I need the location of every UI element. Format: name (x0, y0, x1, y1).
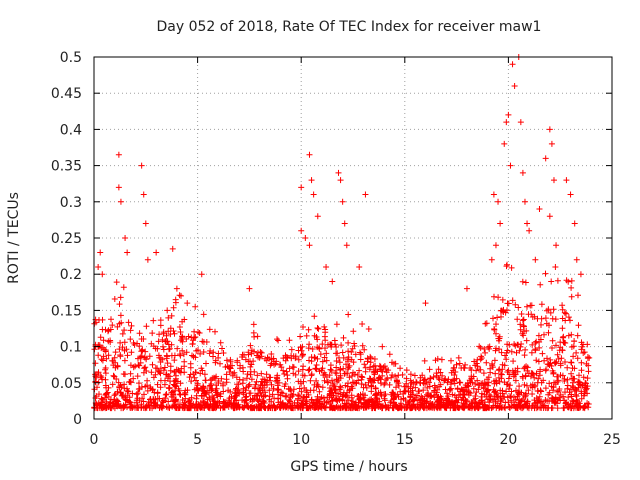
roti-peak-point (323, 263, 330, 270)
roti-peak-point (343, 242, 350, 249)
roti-peak-point (490, 191, 497, 198)
chart-title: Day 052 of 2018, Rate Of TEC Index for r… (157, 19, 542, 35)
roti-peak-point (505, 111, 512, 118)
roti-peak-point (144, 256, 151, 263)
x-tick-label: 10 (292, 432, 310, 448)
roti-peak-point (521, 198, 528, 205)
y-tick-label: 0.2 (60, 267, 82, 283)
roti-peak-point (509, 61, 516, 68)
scatter-points (91, 54, 593, 412)
roti-peak-point (97, 249, 104, 256)
roti-peak-point (507, 162, 514, 169)
roti-peak-point (138, 162, 145, 169)
roti-peak-point (117, 198, 124, 205)
roti-peak-point (567, 191, 574, 198)
y-tick-label: 0.15 (51, 303, 82, 319)
grid-lines (94, 57, 612, 419)
roti-peak-point (548, 140, 555, 147)
roti-peak-point (173, 285, 180, 292)
roti-peak-point (246, 285, 253, 292)
roti-peak-point (306, 151, 313, 158)
roti-peak-point (153, 249, 160, 256)
roti-peak-point (519, 169, 526, 176)
x-tick-label: 15 (396, 432, 414, 448)
roti-peak-point (546, 213, 553, 220)
roti-peak-point (536, 206, 543, 213)
roti-peak-point (142, 220, 149, 227)
y-tick-label: 0.05 (51, 376, 82, 392)
roti-peak-point (298, 184, 305, 191)
roti-peak-point (550, 177, 557, 184)
roti-peak-point (314, 213, 321, 220)
roti-peak-point (115, 184, 122, 191)
roti-peak-point (532, 256, 539, 263)
roti-peak-point (122, 235, 129, 241)
roti-peak-point (571, 220, 578, 227)
roti-peak-point (463, 285, 470, 292)
roti-peak-point (546, 126, 553, 133)
roti-peak-point (488, 256, 495, 263)
y-tick-labels: 0 0.05 0.1 0.15 0.2 0.25 0.3 0.35 0.4 0.45 0.5 (51, 50, 82, 428)
roti-peak-point (517, 119, 524, 126)
roti-peak-point (298, 227, 305, 234)
roti-peak-point (356, 263, 363, 270)
roti-peak-point (99, 271, 106, 278)
y-tick-label: 0 (73, 412, 82, 428)
roti-peak-point (362, 191, 369, 198)
roti-peak-point (329, 278, 336, 285)
roti-peak-point (492, 242, 499, 249)
roti-peak-point (422, 300, 429, 307)
roti-peak-point (495, 198, 502, 205)
y-tick-label: 0.35 (51, 159, 82, 175)
roti-peak-point (524, 220, 531, 227)
roti-peak-point (526, 227, 533, 234)
y-tick-label: 0.45 (51, 86, 82, 102)
roti-peak-point (573, 256, 580, 263)
roti-peak-point (542, 155, 549, 162)
roti-peak-point (497, 220, 504, 227)
x-tick-label: 20 (499, 432, 517, 448)
roti-peak-point (339, 198, 346, 205)
roti-peak-point (553, 242, 560, 249)
y-axis-label: ROTI / TECUs (6, 192, 22, 284)
roti-peak-point (115, 151, 122, 158)
roti-peak-point (563, 177, 570, 184)
roti-peak-point (169, 245, 176, 252)
roti-peak-point (178, 292, 185, 299)
roti-peak-point (335, 169, 342, 176)
roti-peak-point (341, 220, 348, 227)
roti-peak-point (308, 177, 315, 184)
roti-peak-point (511, 82, 518, 89)
roti-peak-point (310, 191, 317, 198)
roti-peak-point (184, 300, 191, 307)
roti-peak-point (306, 242, 313, 249)
roti-point-cloud (91, 261, 593, 412)
roti-peak-point (577, 271, 584, 278)
x-axis-label: GPS time / hours (290, 459, 407, 475)
y-tick-label: 0.1 (60, 340, 82, 356)
roti-peak-point (95, 263, 102, 270)
x-tick-label: 0 (90, 432, 99, 448)
y-tick-label: 0.4 (60, 122, 82, 138)
roti-peak-point (198, 271, 205, 278)
x-tick-label: 25 (603, 432, 621, 448)
y-tick-label: 0.5 (60, 50, 82, 66)
y-tick-label: 0.3 (60, 195, 82, 211)
roti-peak-point (501, 140, 508, 147)
roti-peak-point (503, 119, 510, 126)
x-tick-label: 5 (193, 432, 202, 448)
axis-ticks (93, 56, 613, 420)
roti-peak-point (337, 177, 344, 184)
roti-peak-point (140, 191, 147, 198)
roti-peak-point (302, 235, 309, 241)
y-tick-label: 0.25 (51, 231, 82, 247)
roti-peak-point (124, 249, 131, 256)
x-tick-labels: 0 5 10 15 20 25 (90, 432, 621, 448)
